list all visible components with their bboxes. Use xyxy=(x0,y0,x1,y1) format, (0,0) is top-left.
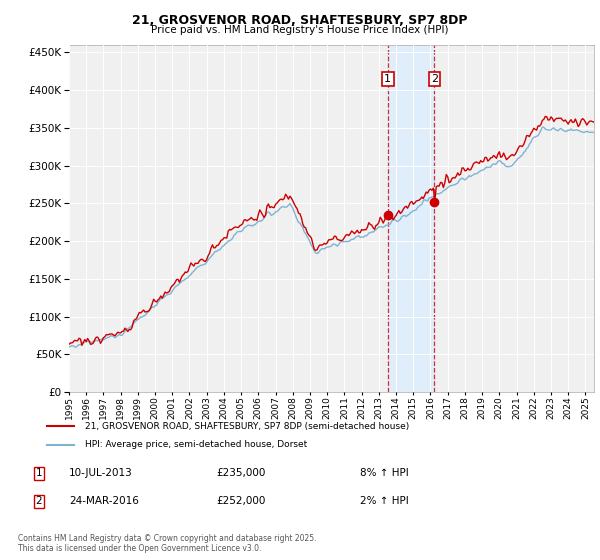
Text: 2% ↑ HPI: 2% ↑ HPI xyxy=(360,496,409,506)
Text: £252,000: £252,000 xyxy=(216,496,265,506)
Text: 21, GROSVENOR ROAD, SHAFTESBURY, SP7 8DP: 21, GROSVENOR ROAD, SHAFTESBURY, SP7 8DP xyxy=(132,14,468,27)
Text: 21, GROSVENOR ROAD, SHAFTESBURY, SP7 8DP (semi-detached house): 21, GROSVENOR ROAD, SHAFTESBURY, SP7 8DP… xyxy=(85,422,409,431)
Text: 8% ↑ HPI: 8% ↑ HPI xyxy=(360,468,409,478)
Text: HPI: Average price, semi-detached house, Dorset: HPI: Average price, semi-detached house,… xyxy=(85,440,307,449)
Text: 2: 2 xyxy=(431,74,438,84)
Bar xyxy=(388,45,434,392)
Text: 2: 2 xyxy=(35,496,43,506)
Text: 24-MAR-2016: 24-MAR-2016 xyxy=(69,496,139,506)
Text: 10-JUL-2013: 10-JUL-2013 xyxy=(69,468,133,478)
Text: Price paid vs. HM Land Registry's House Price Index (HPI): Price paid vs. HM Land Registry's House … xyxy=(151,25,449,35)
Text: £235,000: £235,000 xyxy=(216,468,265,478)
Text: 1: 1 xyxy=(35,468,43,478)
Text: 1: 1 xyxy=(384,74,391,84)
Text: Contains HM Land Registry data © Crown copyright and database right 2025.
This d: Contains HM Land Registry data © Crown c… xyxy=(18,534,317,553)
